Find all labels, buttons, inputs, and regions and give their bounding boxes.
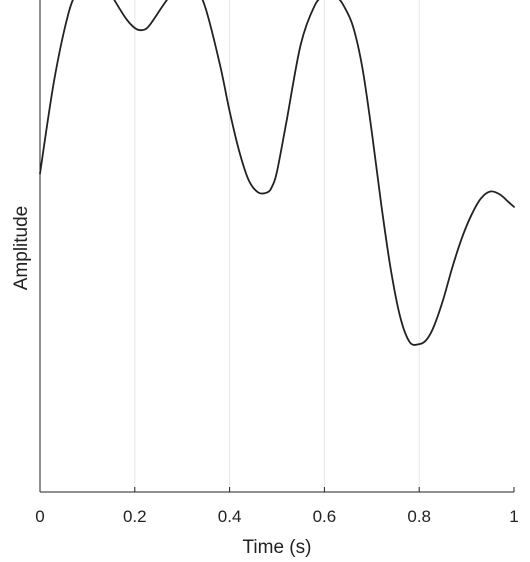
- x-tick-label: 0: [35, 507, 44, 526]
- x-axis-title: Time (s): [243, 537, 312, 558]
- x-ticks: [39, 487, 515, 492]
- x-tick-label: 0.8: [407, 507, 431, 526]
- x-tick-label: 0.2: [123, 507, 147, 526]
- x-tick-label: 0.4: [218, 507, 242, 526]
- x-tick-label: 0.6: [313, 507, 337, 526]
- x-tick-label: 1: [509, 507, 518, 526]
- series-line: [39, 0, 515, 346]
- y-axis-title: Amplitude: [11, 206, 32, 291]
- x-tick-labels: 0 0.2 0.4 0.6 0.8 1: [35, 507, 518, 526]
- grid-lines: [134, 0, 420, 492]
